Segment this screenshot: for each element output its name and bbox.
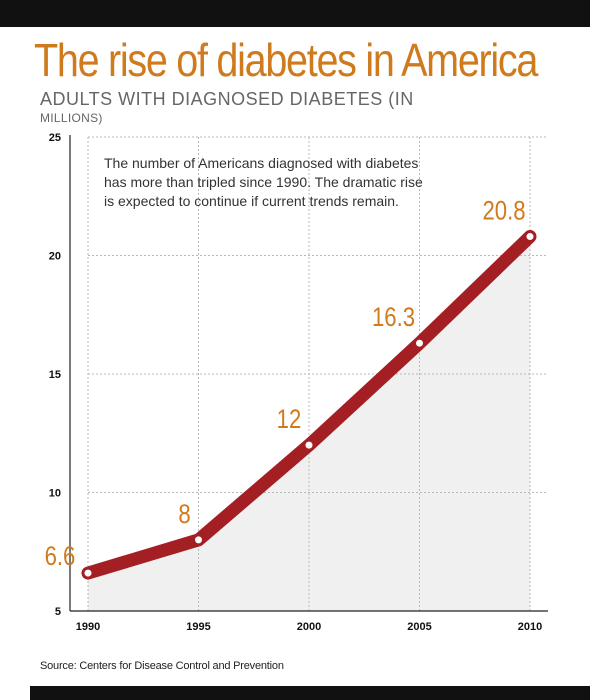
data-label: 12 (277, 405, 302, 435)
x-tick-label: 2010 (518, 621, 542, 633)
bottom-bar (30, 686, 590, 700)
x-tick-label: 2005 (407, 621, 431, 633)
y-tick-label: 20 (49, 251, 61, 263)
data-label: 8 (178, 500, 190, 530)
data-point (305, 441, 313, 449)
x-tick-label: 1995 (186, 621, 210, 633)
chart-subtitle-line-2: MILLIONS) (40, 111, 103, 125)
source-note: Source: Centers for Disease Control and … (40, 660, 284, 672)
y-tick-label: 25 (49, 132, 61, 144)
chart-subtitle-line-1: ADULTS WITH DIAGNOSED DIABETES (IN (40, 89, 414, 109)
y-tick-label: 5 (55, 606, 61, 618)
data-label: 6.6 (45, 542, 76, 572)
data-label: 20.8 (482, 197, 525, 227)
data-label: 16.3 (372, 303, 415, 333)
data-point (416, 339, 423, 347)
y-tick-label: 15 (49, 369, 61, 381)
chart-subtitle: ADULTS WITH DIAGNOSED DIABETES (IN MILLI… (40, 88, 580, 126)
y-tick-label: 10 (49, 488, 61, 500)
data-point (195, 536, 202, 544)
chart-annotation: The number of Americans diagnosed with d… (104, 155, 423, 209)
top-bar (0, 0, 590, 27)
x-tick-label: 1990 (76, 621, 100, 633)
data-point (84, 569, 92, 577)
data-point (526, 233, 534, 241)
chart-title: The rise of diabetes in America (34, 34, 538, 86)
x-tick-label: 2000 (297, 621, 321, 633)
